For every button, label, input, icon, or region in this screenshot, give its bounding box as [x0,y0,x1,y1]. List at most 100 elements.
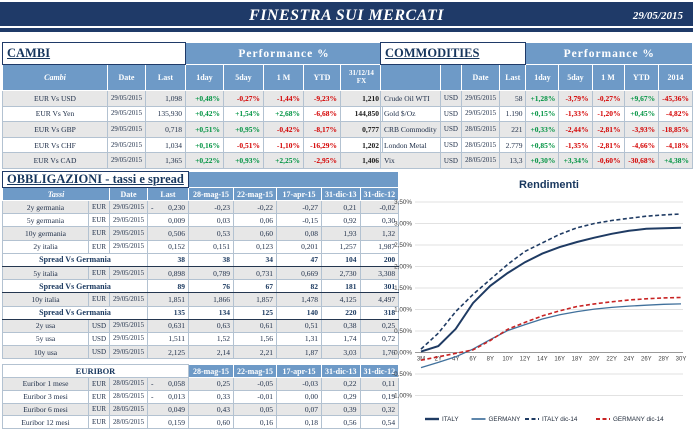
rendimenti-chart: Rendimenti 3,50% 3,00% 2,50% 2,00% 1,50% 1,00%… [385,172,691,429]
obbligazioni-table: OBBLIGAZIONI - tassi e spread Tassi Date La… [1,171,400,360]
performance-header: Performance % [525,42,693,65]
perf-cell: +3,34% [558,152,593,169]
perf-cell: -9,23% [302,90,341,107]
perf-cell: +9,67% [623,90,660,107]
last-cell: 0,009 [146,213,189,228]
commodity-name: Vix [380,152,441,169]
perf-cell: -45,36% [658,90,693,107]
date-cell: 29/05/2015 [109,331,148,347]
value-cell: 1,87 [275,345,322,360]
perf-cell: +1,54% [222,105,264,123]
perf-cell: +2,25% [262,152,304,169]
x-tick-label: 4Y [452,357,459,363]
value-cell: 0,60 [232,226,277,241]
last-cell: 1.190 [499,105,527,123]
value-cell: 2,21 [232,345,277,360]
last-cell: 1,098 [144,90,186,107]
table-row: CRB Commodity USD 28/05/2015 221 +0,33% -2,44… [380,121,693,138]
perf-cell: +0,48% [184,90,224,107]
last-cell: 135,930 [144,105,186,123]
rate-name: 2y usa [2,318,89,333]
perf-cell: -18,85% [658,121,693,138]
currency-cell: USD [439,90,463,107]
perf-cell: +0,15% [525,105,560,123]
value-cell: -0,05 [232,377,277,391]
spread-value-cell: 82 [275,279,322,294]
perf-cell: -1,10% [262,136,304,154]
value-cell: 0,03 [187,213,234,228]
table-row: Vix USD 28/05/2015 13,3 +0,30% +3,34% -0,60% -3… [380,152,693,169]
legend-label: GERMANY [489,416,522,423]
perf-cell: +0,51% [184,121,224,138]
spread-value-cell: 220 [320,305,361,320]
date-cell: 29/05/2015 [107,136,146,154]
spread-value-cell: 125 [232,305,277,320]
value-cell: -0,15 [275,213,322,228]
perf-cell: +0,45% [623,105,660,123]
date-cell: 29/05/2015 [109,265,148,281]
currency-cell: USD [87,345,111,360]
value-cell: 0,18 [275,415,322,429]
y-tick-label: 3,00% [394,221,412,228]
pair-name: EUR Vs Yen [2,105,108,123]
perf-cell: -1,20% [591,105,625,123]
col-header-fx: 31/12/14 FX [339,64,383,91]
table-row: EUR Vs Yen 29/05/2015 135,930 +0,42% +1,54% +… [2,105,383,123]
currency-cell: EUR [87,226,111,241]
col-header-perf: 1day [184,64,224,91]
currency-cell: USD [439,121,463,138]
value-cell: -0,23 [187,199,234,215]
value-cell: 0,56 [320,415,361,429]
last-cell: 0,631 [146,318,189,333]
currency-cell: EUR [87,239,111,254]
value-cell: 3,308 [359,265,400,281]
y-tick-label: 1,50% [394,285,412,292]
table-row: EUR Vs CHF 29/05/2015 1,034 +0,16% -0,51% -1,… [2,136,383,154]
last-cell: -0,013 [146,389,189,404]
value-cell: 1,56 [232,331,277,347]
value-cell: 1,478 [275,292,322,307]
data-table: CAMBI Performance % Cambi Date Last 1day 5day 1… [2,42,383,169]
value-cell: 0,731 [232,265,277,281]
date-cell: 28/05/2015 [461,121,501,138]
legend-label: ITALY dic-14 [542,416,578,423]
col-header-perf: 2014 [658,64,693,91]
section-header-row: CAMBI Performance % [2,42,383,65]
value-cell: 1,93 [320,226,361,241]
commodities-table: COMMODITIES Performance % Date Last 1day 5day… [379,42,693,169]
x-tick-label: 2Y [435,357,442,363]
spread-value-cell: 140 [275,305,322,320]
col-header-value: 17-apr-15 [275,187,322,201]
date-cell: 28/05/2015 [109,377,148,391]
col-header-date: Date [461,64,501,91]
value-cell: 0,60 [187,415,234,429]
value-cell: 0,669 [275,265,322,281]
rate-name: 10y usa [2,345,89,360]
value-cell: 0,29 [320,389,361,404]
value-cell: 2,14 [187,345,234,360]
perf-cell: -0,60% [591,152,625,169]
col-header-perf: 1 M [591,64,625,91]
spread-last-cell: 38 [146,252,189,267]
table-row: 2y germania EUR 29/05/2015-0,230 -0,23 -0,22… [2,199,400,215]
commodity-name: London Metal [380,136,441,154]
col-header-value: 22-mag-15 [232,187,277,201]
perf-cell: +0,22% [184,152,224,169]
value-cell: 0,61 [232,318,277,333]
perf-cell: -3,93% [623,121,660,138]
table-row: 5y germania EUR 29/05/2015 0,009 0,03 0,06 -0,… [2,213,400,228]
col-header-perf: 5day [558,64,593,91]
rate-name: 10y italia [2,292,89,307]
date-cell: 29/05/2015 [107,152,146,169]
spread-label: Spread Vs Germania [2,252,148,267]
col-header-value: 31-dic-12 [359,187,400,201]
perf-cell: -1,44% [262,90,304,107]
table-row: Euribor 12 mesi EUR 28/05/2015 0,159 0,60 0,1… [2,415,400,429]
col-header-perf: YTD [302,64,341,91]
x-tick-label: 28Y [658,357,669,363]
x-tick-label: 14Y [537,357,548,363]
table-row: 10y italia EUR 29/05/2015 1,851 1,866 1,857 1,… [2,292,400,307]
date-cell: 29/05/2015 [461,90,501,107]
perf-cell: -4,18% [658,136,693,154]
x-tick-label: 26Y [641,357,652,363]
